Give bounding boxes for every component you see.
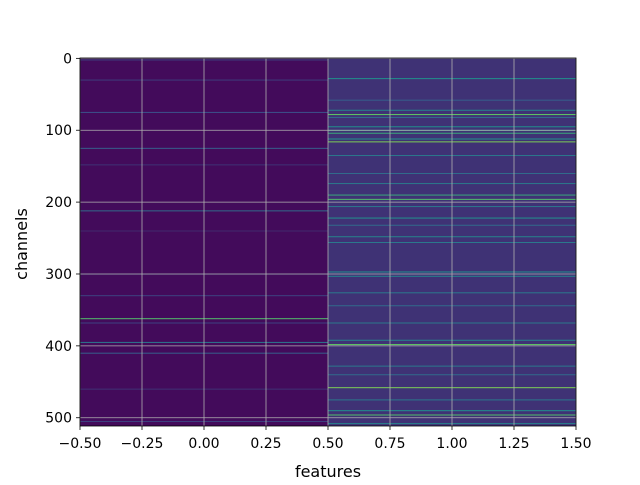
x-axis-ticks: −0.50 −0.25 0.00 0.25 0.50 0.75 1.00 1.25 1.50 — [59, 426, 592, 452]
y-axis-ticks: 0 100 200 300 400 500 — [45, 51, 80, 427]
x-tick-label: 0.00 — [188, 436, 219, 452]
y-axis-label: channels — [12, 208, 31, 280]
x-tick-label: 0.25 — [250, 436, 281, 452]
y-tick-label: 0 — [63, 51, 72, 67]
x-tick-label: 1.50 — [560, 436, 591, 452]
x-tick-label: 1.00 — [436, 436, 467, 452]
y-tick-label: 300 — [45, 267, 72, 283]
x-tick-label: 0.75 — [374, 436, 405, 452]
y-tick-label: 500 — [45, 411, 72, 427]
y-tick-label: 400 — [45, 339, 72, 355]
x-axis-label: features — [295, 462, 361, 480]
x-tick-label: 1.25 — [498, 436, 529, 452]
y-tick-label: 200 — [45, 195, 72, 211]
x-tick-label: −0.25 — [121, 436, 164, 452]
y-tick-label: 100 — [45, 123, 72, 139]
x-tick-label: 0.50 — [312, 436, 343, 452]
x-tick-label: −0.50 — [59, 436, 102, 452]
